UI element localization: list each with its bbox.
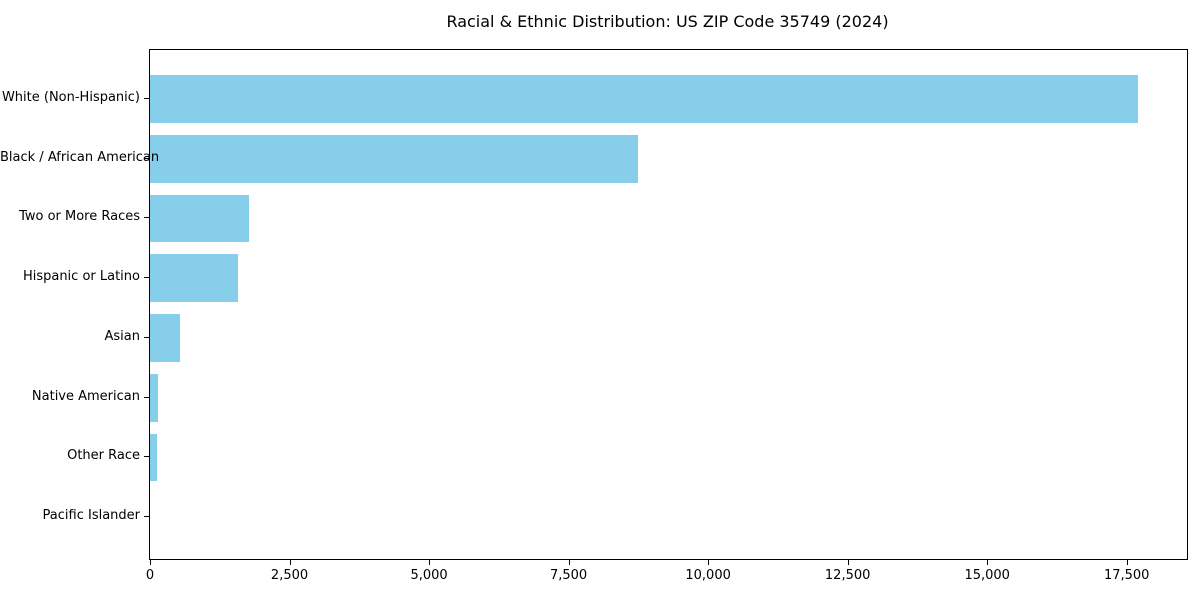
bar (150, 433, 158, 482)
bar (150, 314, 181, 362)
y-tick-label: Asian (104, 328, 140, 344)
x-tick-label: 2,500 (270, 568, 309, 583)
y-tick-mark (144, 97, 149, 99)
x-tick-mark (847, 560, 849, 565)
bar (150, 134, 639, 183)
y-tick-mark (144, 217, 149, 219)
x-tick-label: 10,000 (685, 568, 731, 583)
x-tick-mark (150, 560, 151, 565)
x-tick-mark (568, 560, 570, 565)
y-tick-mark (144, 157, 149, 159)
x-tick-mark (708, 560, 710, 565)
x-tick-mark (987, 560, 989, 565)
y-tick-label: Hispanic or Latino (22, 269, 140, 285)
y-tick-mark (144, 396, 149, 398)
y-tick-mark (144, 336, 149, 338)
bar (150, 75, 1138, 123)
y-tick-label: Pacific Islander (42, 508, 140, 524)
x-tick-label: 7,500 (549, 568, 588, 583)
x-tick-mark (1126, 560, 1128, 565)
bar (150, 254, 239, 303)
plot-area (149, 49, 1188, 560)
x-tick-label: 5,000 (410, 568, 448, 583)
y-tick-label: Other Race (67, 448, 140, 464)
y-tick-label: Two or More Races (19, 209, 140, 225)
x-tick-mark (429, 560, 431, 565)
y-tick-mark (144, 516, 149, 518)
y-tick-mark (144, 456, 149, 458)
y-tick-label: White (Non-Hispanic) (1, 89, 140, 105)
y-tick-label: Native American (31, 388, 140, 404)
x-tick-label: 15,000 (964, 568, 1010, 583)
bar (150, 194, 249, 243)
bar (150, 373, 159, 422)
x-tick-label: 0 (145, 568, 155, 583)
x-tick-mark (289, 560, 291, 565)
y-tick-mark (144, 277, 149, 279)
x-tick-label: 12,500 (824, 568, 871, 583)
chart-title: Racial & Ethnic Distribution: US ZIP Cod… (446, 12, 889, 31)
x-tick-label: 17,500 (1103, 568, 1150, 583)
y-tick-label: Black / African American (0, 149, 160, 165)
